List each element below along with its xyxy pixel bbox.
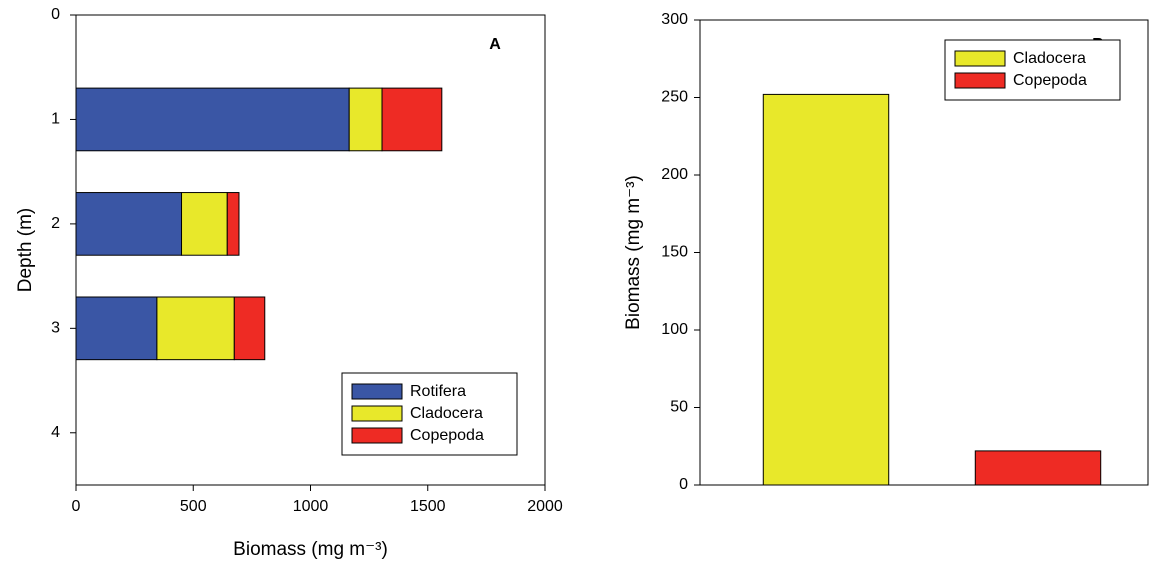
legend-swatch bbox=[351, 383, 403, 400]
bar-segment bbox=[75, 87, 350, 152]
x-axis-label: Biomass (mg m⁻³) bbox=[233, 539, 388, 560]
y-axis-label: Biomass (mg m⁻³) bbox=[623, 175, 644, 330]
legend-box bbox=[944, 39, 1121, 101]
legend-label: Rotifera bbox=[410, 383, 466, 400]
bar-segment bbox=[75, 192, 183, 256]
y-tick-label: 200 bbox=[661, 166, 688, 183]
y-tick-label: 250 bbox=[661, 89, 688, 106]
bar-segment bbox=[181, 192, 228, 256]
legend-label: Cladocera bbox=[410, 405, 483, 422]
x-tick-label: 2000 bbox=[527, 498, 563, 515]
x-tick-label: 1500 bbox=[410, 498, 446, 515]
y-tick-label: 50 bbox=[670, 399, 688, 416]
legend-swatch bbox=[954, 72, 1006, 89]
y-tick-label: 300 bbox=[661, 11, 688, 28]
bar-segment bbox=[226, 192, 240, 256]
x-tick-label: 500 bbox=[180, 498, 207, 515]
y-tick-label: 1 bbox=[51, 111, 60, 128]
bar-segment bbox=[75, 296, 158, 361]
y-axis-label: Depth (m) bbox=[15, 208, 36, 292]
legend-swatch bbox=[351, 405, 403, 422]
x-tick-label: 1000 bbox=[293, 498, 329, 515]
panel-annotation: A bbox=[489, 36, 501, 53]
bar-segment bbox=[381, 87, 443, 152]
bar bbox=[974, 450, 1102, 486]
bar-segment bbox=[348, 87, 383, 152]
bar bbox=[762, 93, 890, 486]
legend-label: Copepoda bbox=[410, 427, 484, 444]
legend-swatch bbox=[954, 50, 1006, 67]
y-tick-label: 150 bbox=[661, 244, 688, 261]
legend-label: Copepoda bbox=[1013, 72, 1087, 89]
y-tick-label: 0 bbox=[51, 6, 60, 23]
legend-label: Cladocera bbox=[1013, 50, 1086, 67]
y-tick-label: 3 bbox=[51, 320, 60, 337]
legend-swatch bbox=[351, 427, 403, 444]
y-tick-label: 4 bbox=[51, 424, 60, 441]
x-tick-label: 0 bbox=[72, 498, 81, 515]
y-tick-label: 2 bbox=[51, 215, 60, 232]
bar-segment bbox=[156, 296, 235, 361]
bar-segment bbox=[233, 296, 266, 361]
y-tick-label: 100 bbox=[661, 321, 688, 338]
y-tick-label: 0 bbox=[679, 476, 688, 493]
